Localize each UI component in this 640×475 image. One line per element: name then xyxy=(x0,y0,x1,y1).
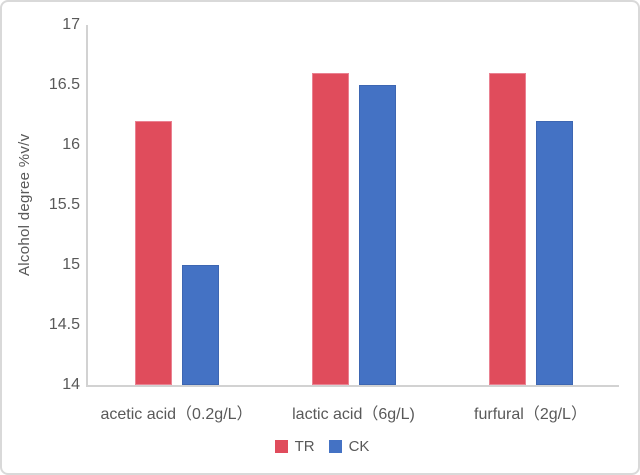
x-axis-line xyxy=(86,385,619,387)
x-category-label: acetic acid（0.2g/L） xyxy=(100,406,253,423)
bar-CK-2 xyxy=(536,121,573,385)
bar-TR-1 xyxy=(312,73,349,385)
bar-CK-0 xyxy=(182,265,219,385)
y-tick-label: 17 xyxy=(62,16,80,33)
y-tick-label: 14.5 xyxy=(48,316,80,333)
bar-TR-2 xyxy=(489,73,526,385)
bar-TR-0 xyxy=(135,121,172,385)
legend-label: TR xyxy=(294,438,315,455)
legend: TR CK xyxy=(2,438,638,455)
legend-item-CK: CK xyxy=(328,438,370,455)
y-tick-label: 14 xyxy=(62,376,80,393)
legend-label: CK xyxy=(348,438,370,455)
y-tick-label: 16 xyxy=(62,136,80,153)
plot-area xyxy=(88,25,619,385)
y-tick-label: 15 xyxy=(62,256,80,273)
y-tick-label: 15.5 xyxy=(48,196,80,213)
x-category-label: lactic acid（6g/L) xyxy=(292,406,415,423)
legend-item-TR: TR xyxy=(274,438,315,455)
legend-swatch-icon xyxy=(328,440,342,453)
y-axis-line xyxy=(86,25,88,387)
legend-swatch-icon xyxy=(274,440,288,453)
x-category-label: furfural（2g/L） xyxy=(474,406,587,423)
y-tick-label: 16.5 xyxy=(48,76,80,93)
bar-CK-1 xyxy=(359,85,396,385)
